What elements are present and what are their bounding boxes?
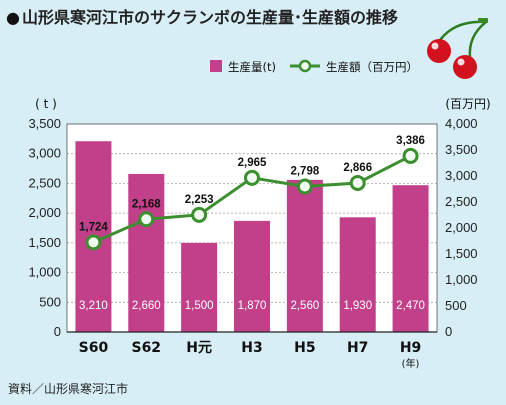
legend-line-marker [298,59,312,73]
left-axis-tick-label: 500 [39,294,61,309]
bar-value-label: 1,870 [238,300,267,312]
legend: 生産量(t) 生産額（百万円） [210,59,418,74]
bar [392,185,429,332]
x-axis-category-label: H3 [241,340,262,356]
title-text: 山形県寒河江市のサクランボの生産量･生産額の推移 [21,8,398,27]
line-point [138,211,155,228]
title-bullet: ● [6,8,20,27]
x-axis-category-label: S60 [79,340,109,356]
right-axis-tick-label: 2,500 [445,194,478,209]
line-point [244,169,260,186]
line-value-label: 2,168 [132,198,161,210]
source-note: 資料／山形県寒河江市 [8,382,129,396]
line-value-label: 2,965 [238,157,267,169]
bar [128,173,165,332]
bar-value-label: 2,470 [396,300,425,312]
line-value-label: 2,253 [185,194,214,206]
right-axis-tick-label: 3,500 [445,142,478,157]
legend-bar-label: 生産量(t) [228,60,276,74]
x-axis-category-label: H9 [400,340,421,356]
left-axis-tick-label: 1,000 [28,265,61,280]
left-axis-tick-label: 1,500 [28,235,61,250]
bar-value-label: 2,660 [132,300,161,312]
bar-value-label: 2,560 [290,300,319,312]
right-axis-unit: (百万円) [445,97,490,111]
x-axis-category-label: H元 [186,340,212,356]
left-axis-tick-label: 3,500 [28,116,61,131]
line-value-label: 2,866 [343,162,372,174]
x-axis-category-label: H7 [347,340,368,356]
bar-value-label: 1,500 [185,300,214,312]
line-value-label: 2,798 [290,166,319,178]
x-axis-unit: (年) [402,357,420,370]
left-axis-tick-label: 2,500 [28,175,61,190]
x-axis-category-label: H5 [294,340,315,356]
right-axis-tick-label: 0 [445,324,452,339]
line-point [191,206,208,223]
right-axis-tick-label: 1,000 [445,272,478,287]
bar [181,242,218,332]
bar-value-label: 1,930 [343,300,372,312]
left-axis-tick-label: 0 [54,324,61,339]
chart-title: ● 山形県寒河江市のサクランボの生産量･生産額の推移 [6,4,398,28]
right-axis-tick-label: 4,000 [445,116,478,131]
bar-value-label: 3,210 [79,300,108,312]
line-point [296,178,313,195]
line-value-label: 1,724 [79,221,108,233]
right-axis-tick-label: 3,000 [445,168,478,183]
line-value-label: 3,386 [396,135,425,147]
line-point [85,234,102,251]
bar [286,179,323,332]
line-point [349,174,366,191]
bar [234,220,270,332]
left-axis-tick-label: 2,000 [28,205,61,220]
right-axis-tick-label: 2,000 [445,220,478,235]
right-axis-tick-label: 500 [445,298,467,313]
left-axis-tick-label: 3,000 [28,146,61,161]
x-axis-category-label: S62 [131,340,161,356]
bar [339,217,376,332]
left-axis-unit: ( t ) [35,97,57,111]
line-point [402,147,419,164]
legend-line-label: 生産額（百万円） [326,60,418,74]
right-axis-tick-label: 1,500 [445,246,478,261]
cherry-icon [427,18,488,79]
legend-bar-swatch [210,60,222,72]
